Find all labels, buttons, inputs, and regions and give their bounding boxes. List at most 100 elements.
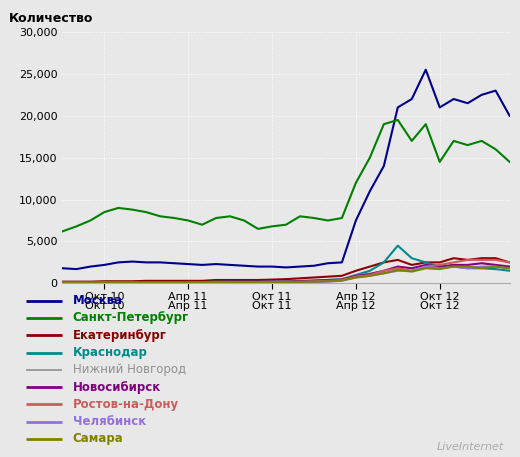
- Ростов-на-Дону: [395, 266, 401, 271]
- Нижний Новгород: [199, 279, 205, 285]
- Ростов-на-Дону: [381, 268, 387, 273]
- Москва: [506, 113, 513, 118]
- Самара: [213, 280, 219, 285]
- Ростов-на-Дону: [478, 257, 485, 263]
- Краснодар: [423, 260, 429, 265]
- Екатеринбург: [283, 276, 289, 282]
- Самара: [87, 280, 94, 286]
- Краснодар: [381, 260, 387, 265]
- Москва: [409, 96, 415, 102]
- Краснодар: [73, 280, 80, 285]
- Санкт-Петербург: [423, 122, 429, 127]
- Екатеринбург: [339, 273, 345, 278]
- Челябинск: [423, 264, 429, 269]
- Челябинск: [311, 279, 317, 285]
- Новосибирск: [73, 280, 80, 285]
- Челябинск: [157, 280, 163, 286]
- Екатеринбург: [325, 274, 331, 279]
- Москва: [255, 264, 261, 269]
- Ростов-на-Дону: [437, 262, 443, 268]
- Челябинск: [87, 280, 94, 286]
- Челябинск: [409, 268, 415, 273]
- Санкт-Петербург: [325, 218, 331, 223]
- Краснодар: [437, 264, 443, 269]
- Самара: [73, 280, 80, 286]
- Самара: [185, 280, 191, 285]
- Ростов-на-Дону: [185, 280, 191, 285]
- Челябинск: [199, 280, 205, 285]
- Нижний Новгород: [395, 266, 401, 271]
- Екатеринбург: [255, 277, 261, 283]
- Новосибирск: [213, 279, 219, 285]
- Москва: [297, 264, 303, 269]
- Text: Санкт-Петербург: Санкт-Петербург: [73, 312, 189, 324]
- Челябинск: [437, 266, 443, 271]
- Новосибирск: [283, 279, 289, 284]
- Челябинск: [185, 280, 191, 286]
- Краснодар: [339, 276, 345, 282]
- Краснодар: [283, 278, 289, 284]
- Новосибирск: [311, 278, 317, 283]
- Нижний Новгород: [423, 264, 429, 269]
- Санкт-Петербург: [283, 222, 289, 228]
- Краснодар: [101, 280, 108, 285]
- Новосибирск: [59, 280, 66, 285]
- Нижний Новгород: [450, 264, 457, 269]
- Новосибирск: [353, 273, 359, 278]
- Самара: [464, 264, 471, 269]
- Ростов-на-Дону: [464, 257, 471, 263]
- Челябинск: [367, 273, 373, 278]
- Москва: [59, 266, 66, 271]
- Санкт-Петербург: [437, 159, 443, 165]
- Text: Челябинск: Челябинск: [73, 415, 146, 428]
- Челябинск: [171, 280, 177, 286]
- Самара: [241, 280, 247, 285]
- Краснодар: [492, 266, 499, 272]
- Москва: [381, 163, 387, 169]
- Самара: [339, 278, 345, 283]
- Ростов-на-Дону: [492, 257, 499, 263]
- Краснодар: [325, 277, 331, 283]
- Ростов-на-Дону: [283, 279, 289, 284]
- Нижний Новгород: [492, 264, 499, 269]
- Санкт-Петербург: [115, 205, 122, 211]
- Самара: [255, 280, 261, 285]
- Новосибирск: [395, 264, 401, 269]
- Нижний Новгород: [255, 279, 261, 284]
- Новосибирск: [199, 279, 205, 285]
- Самара: [283, 279, 289, 285]
- Челябинск: [450, 264, 457, 269]
- Новосибирск: [101, 280, 108, 285]
- Нижний Новгород: [353, 272, 359, 278]
- Санкт-Петербург: [381, 122, 387, 127]
- Нижний Новгород: [213, 279, 219, 285]
- Нижний Новгород: [171, 279, 177, 285]
- Санкт-Петербург: [297, 213, 303, 219]
- Санкт-Петербург: [311, 215, 317, 221]
- Text: Новосибирск: Новосибирск: [73, 381, 161, 393]
- Text: Самара: Самара: [73, 432, 124, 446]
- Санкт-Петербург: [339, 215, 345, 221]
- Санкт-Петербург: [492, 147, 499, 152]
- Челябинск: [115, 280, 122, 286]
- Нижний Новгород: [87, 280, 94, 285]
- Екатеринбург: [423, 260, 429, 265]
- Екатеринбург: [213, 277, 219, 283]
- Краснодар: [395, 243, 401, 249]
- Ростов-на-Дону: [450, 260, 457, 265]
- Новосибирск: [171, 279, 177, 285]
- Челябинск: [143, 280, 149, 286]
- Line: Челябинск: Челябинск: [62, 266, 510, 283]
- Новосибирск: [367, 271, 373, 277]
- Санкт-Петербург: [269, 223, 275, 229]
- Нижний Новгород: [185, 279, 191, 285]
- Краснодар: [213, 279, 219, 284]
- Санкт-Петербург: [227, 213, 233, 219]
- Москва: [450, 96, 457, 102]
- Нижний Новгород: [506, 266, 513, 271]
- Нижний Новгород: [297, 278, 303, 284]
- Краснодар: [199, 279, 205, 285]
- Москва: [171, 260, 177, 266]
- Ростов-на-Дону: [213, 280, 219, 285]
- Нижний Новгород: [143, 280, 149, 285]
